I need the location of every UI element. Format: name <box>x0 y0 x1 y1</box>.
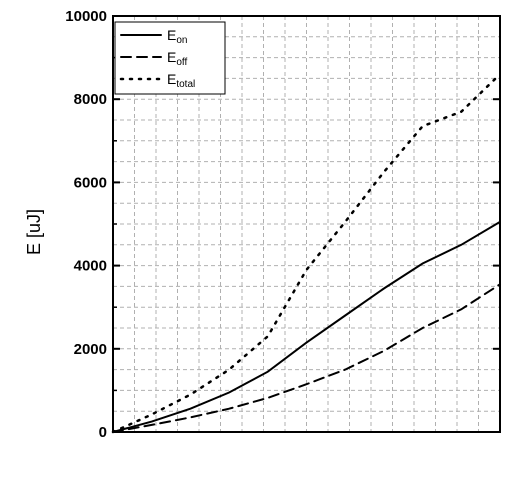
series-line-eoff <box>112 283 501 433</box>
y-ticks: 0 2000 4000 6000 8000 10000 <box>65 8 500 441</box>
y-tick-label: 10000 <box>65 8 107 25</box>
legend-label-etotal: Etotal <box>167 71 195 90</box>
legend-label-eoff: Eoff <box>167 49 188 68</box>
y-axis-label: E [uJ] <box>24 209 44 255</box>
series-group <box>111 72 502 434</box>
y-tick-label: 4000 <box>74 258 107 275</box>
y-tick-label: 8000 <box>74 91 107 108</box>
y-tick-label: 2000 <box>74 341 107 358</box>
y-tick-label: 6000 <box>74 174 107 191</box>
legend: Eon Eoff Etotal <box>114 21 226 95</box>
series-line-eon <box>112 220 501 433</box>
legend-label-eon: Eon <box>167 27 187 46</box>
y-tick-label: 0 <box>99 424 107 441</box>
grid <box>113 16 500 432</box>
series-line-etotal <box>111 72 502 434</box>
